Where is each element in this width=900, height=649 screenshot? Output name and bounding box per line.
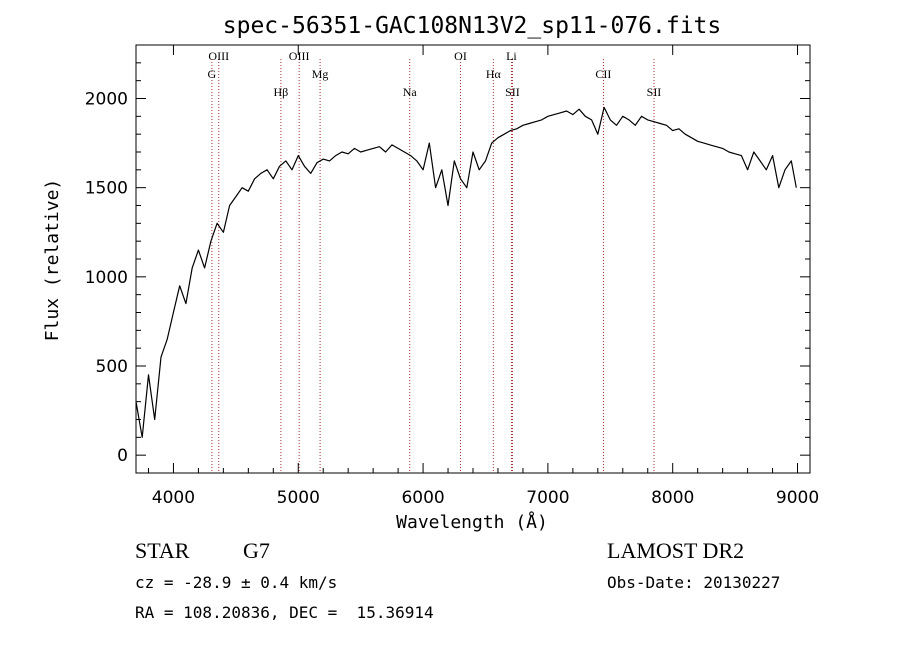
line-label: Na (403, 85, 418, 99)
x-axis-label: Wavelength (Å) (396, 511, 548, 533)
line-label: SII (505, 85, 520, 99)
line-label: OI (454, 49, 467, 63)
x-tick-label: 8000 (651, 488, 694, 508)
x-tick-label: 9000 (776, 488, 819, 508)
line-label: Hα (486, 67, 502, 81)
line-label: Mg (312, 67, 329, 81)
x-tick-label: 5000 (277, 488, 320, 508)
observation-date: Obs-Date: 20130227 (607, 573, 781, 592)
sky-coordinates: RA = 108.20836, DEC = 15.36914 (135, 603, 434, 622)
line-label: G (208, 67, 217, 81)
y-tick-label: 2000 (85, 90, 128, 110)
survey-name: LAMOST DR2 (607, 538, 745, 563)
line-label: OIII (208, 49, 229, 63)
line-label: CII (595, 67, 611, 81)
chart-title: spec-56351-GAC108N13V2_sp11-076.fits (223, 13, 722, 39)
x-tick-label: 4000 (152, 488, 195, 508)
plot-frame (135, 44, 811, 474)
line-label: Hβ (274, 85, 289, 99)
line-label: OIII (289, 49, 310, 63)
spectrum-line (135, 106, 797, 438)
object-subclass: G7 (243, 538, 270, 563)
redshift-velocity: cz = -28.9 ± 0.4 km/s (135, 573, 338, 592)
y-tick-label: 0 (117, 446, 128, 466)
x-tick-label: 7000 (526, 488, 569, 508)
y-tick-label: 1000 (85, 268, 128, 288)
y-tick-label: 1500 (85, 179, 128, 199)
line-label: Li (506, 49, 517, 63)
x-tick-label: 6000 (401, 488, 444, 508)
y-tick-label: 500 (96, 357, 128, 377)
object-class: STAR (135, 538, 190, 563)
y-axis-label: Flux (relative) (42, 179, 63, 342)
line-label: SII (647, 85, 662, 99)
